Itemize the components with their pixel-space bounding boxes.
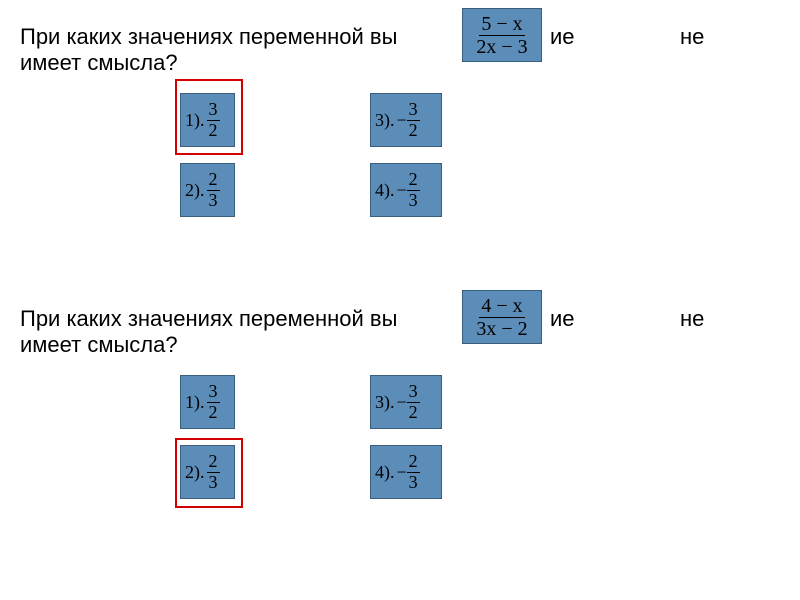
- q1-text-part-c: не: [680, 24, 704, 50]
- q1-option-2[interactable]: 2). 23: [180, 163, 235, 217]
- q2-text-part-c: не: [680, 306, 704, 332]
- q1-text-part-b: ие: [550, 24, 575, 50]
- q1-text-line2: имеет смысла?: [20, 50, 178, 76]
- q2-expr-den: 3x − 2: [474, 318, 529, 340]
- q2-expression: 4 − x 3x − 2: [462, 290, 542, 344]
- q1-expr-den: 2x − 3: [474, 36, 529, 58]
- q2-option-3[interactable]: 3). − 32: [370, 375, 442, 429]
- q2-text-line2: имеет смысла?: [20, 332, 178, 358]
- q2-text-part-b: ие: [550, 306, 575, 332]
- q2-expr-num: 4 − x: [479, 295, 524, 318]
- q1-option-4[interactable]: 4). − 23: [370, 163, 442, 217]
- q1-option-3[interactable]: 3). − 32: [370, 93, 442, 147]
- q1-expr-num: 5 − x: [479, 13, 524, 36]
- q1-expression: 5 − x 2x − 3: [462, 8, 542, 62]
- q2-option-2[interactable]: 2). 23: [180, 445, 235, 499]
- q1-option-1[interactable]: 1). 32: [180, 93, 235, 147]
- q2-option-4[interactable]: 4). − 23: [370, 445, 442, 499]
- q1-text-part-a: При каких значениях переменной вы: [20, 24, 397, 50]
- q2-option-1[interactable]: 1). 32: [180, 375, 235, 429]
- q2-text-part-a: При каких значениях переменной вы: [20, 306, 397, 332]
